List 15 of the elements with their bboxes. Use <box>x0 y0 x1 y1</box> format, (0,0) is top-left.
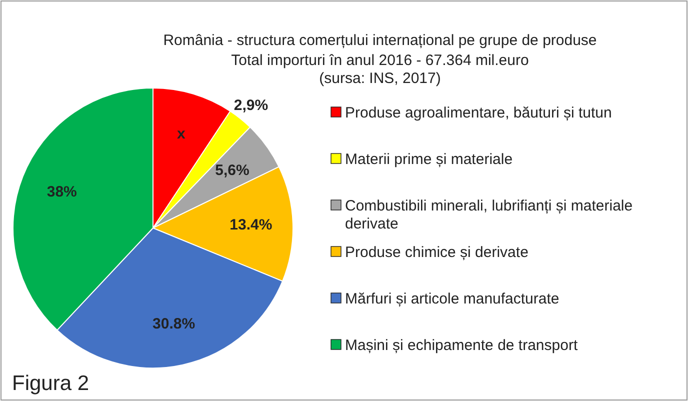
data-label: 2,9% <box>234 97 268 114</box>
legend-label: Produse agroalimentare, băuturi și tutun <box>345 104 612 122</box>
data-label: 38% <box>46 183 77 200</box>
data-label: 13.4% <box>230 216 272 234</box>
data-label: x <box>177 126 186 143</box>
legend-label: Mașini și echipamente de transport <box>345 337 578 354</box>
legend-label: Combustibili minerali, lubrifianți și materiale derivate <box>345 198 633 232</box>
legend-label: Mărfuri și articole manufacturate <box>345 290 560 308</box>
text: Figura 2 <box>12 372 90 395</box>
data-label: 30.8% <box>152 315 196 332</box>
legend-label: Produse chimice și derivate <box>345 244 528 261</box>
chart-subtitle: Total importuri în anul 2016 - 67.364 mil.euro (sursa: INS, 2017) <box>231 52 529 87</box>
chart-title: România - structura comerțului internațional pe grupe de produse <box>163 32 597 49</box>
legend-label: Materii prime și materiale <box>345 151 513 168</box>
data-label: 5,6% <box>215 162 250 179</box>
